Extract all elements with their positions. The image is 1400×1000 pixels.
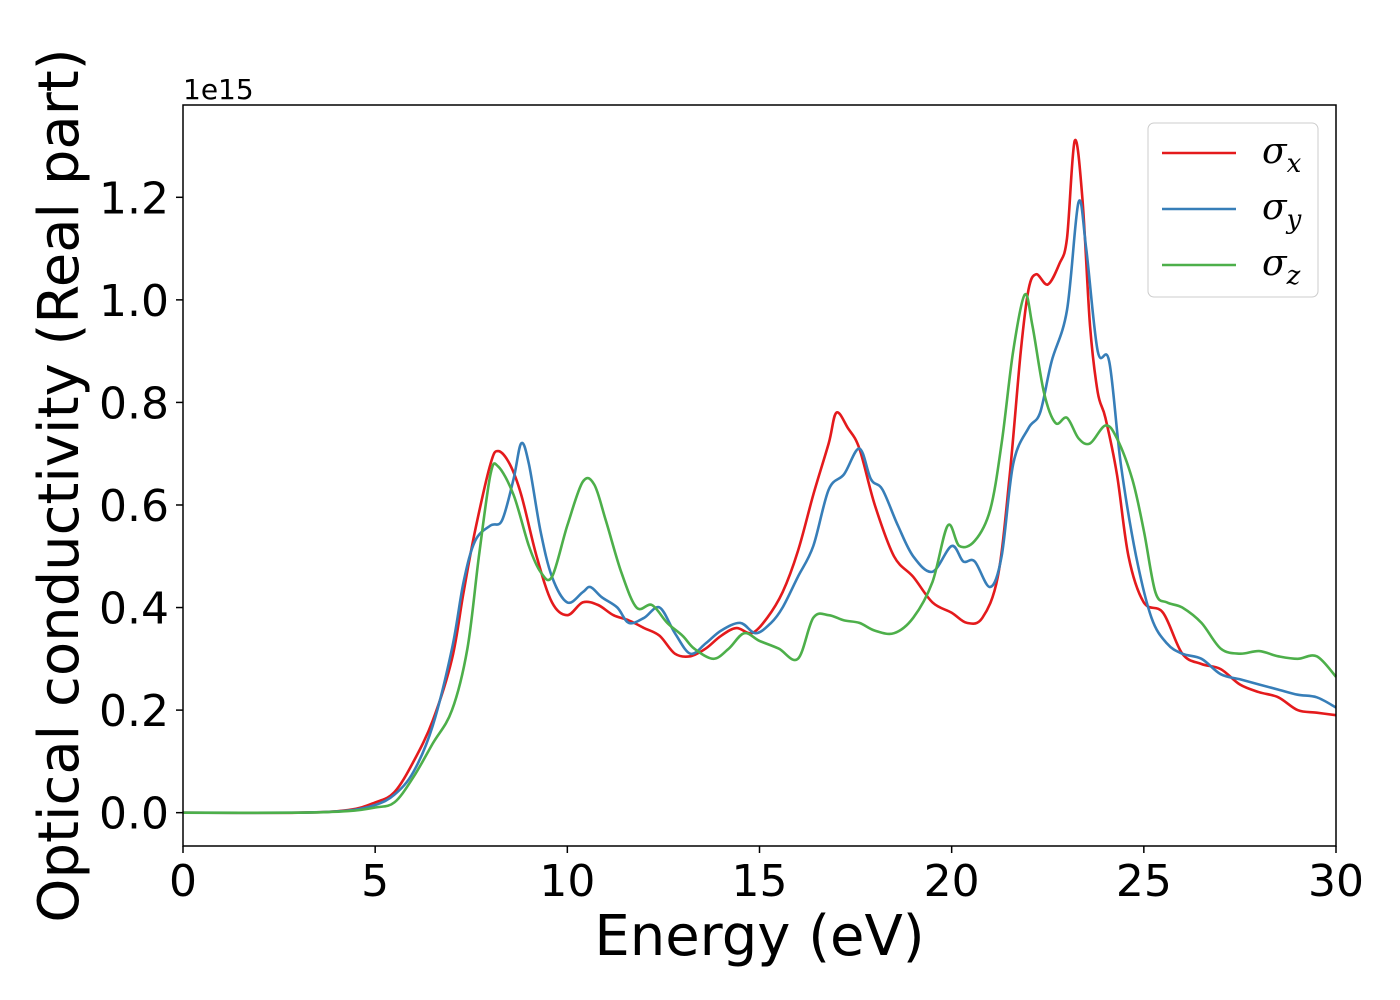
y-tick-label: 1.0 (99, 276, 169, 327)
x-tick-label: 10 (539, 856, 595, 907)
series-layer (182, 138, 1337, 815)
x-tick-label: 0 (169, 856, 197, 907)
legend-label-x: σx (1262, 131, 1302, 179)
y-tick-label: 0.0 (99, 789, 169, 840)
legend-label-y: σy (1262, 187, 1302, 235)
y-axis-title: Optical conductivity (Real part) (27, 48, 92, 922)
y-axis-offset-label: 1e15 (183, 73, 254, 106)
legend-label-subscript: x (1287, 149, 1302, 179)
series-line-y (182, 199, 1337, 815)
legend-label-subscript: y (1286, 205, 1302, 235)
x-tick-label: 30 (1308, 856, 1364, 907)
x-tick-label: 20 (924, 856, 980, 907)
legend-label-subscript: z (1286, 261, 1301, 291)
series-line-x (182, 138, 1337, 815)
legend-label-z: σz (1262, 243, 1301, 291)
y-tick-label: 1.2 (99, 173, 169, 224)
legend-label-symbol: σ (1262, 243, 1288, 284)
y-tick-label: 0.4 (99, 584, 169, 635)
x-axis-title: Energy (eV) (594, 904, 924, 969)
x-tick-label: 15 (732, 856, 788, 907)
legend-label-symbol: σ (1262, 131, 1288, 172)
x-tick-label: 5 (361, 856, 389, 907)
legend-label-symbol: σ (1262, 187, 1288, 228)
ticks-layer: 0 5 10 15 20 25 30 0.0 0.2 0.4 0.6 0.8 1.0 1.2 (99, 173, 1364, 907)
y-tick-label: 0.8 (99, 378, 169, 429)
y-tick-label: 0.6 (99, 481, 169, 532)
y-tick-label: 0.2 (99, 686, 169, 737)
x-tick-label: 25 (1116, 856, 1172, 907)
series-line-z (182, 292, 1337, 815)
